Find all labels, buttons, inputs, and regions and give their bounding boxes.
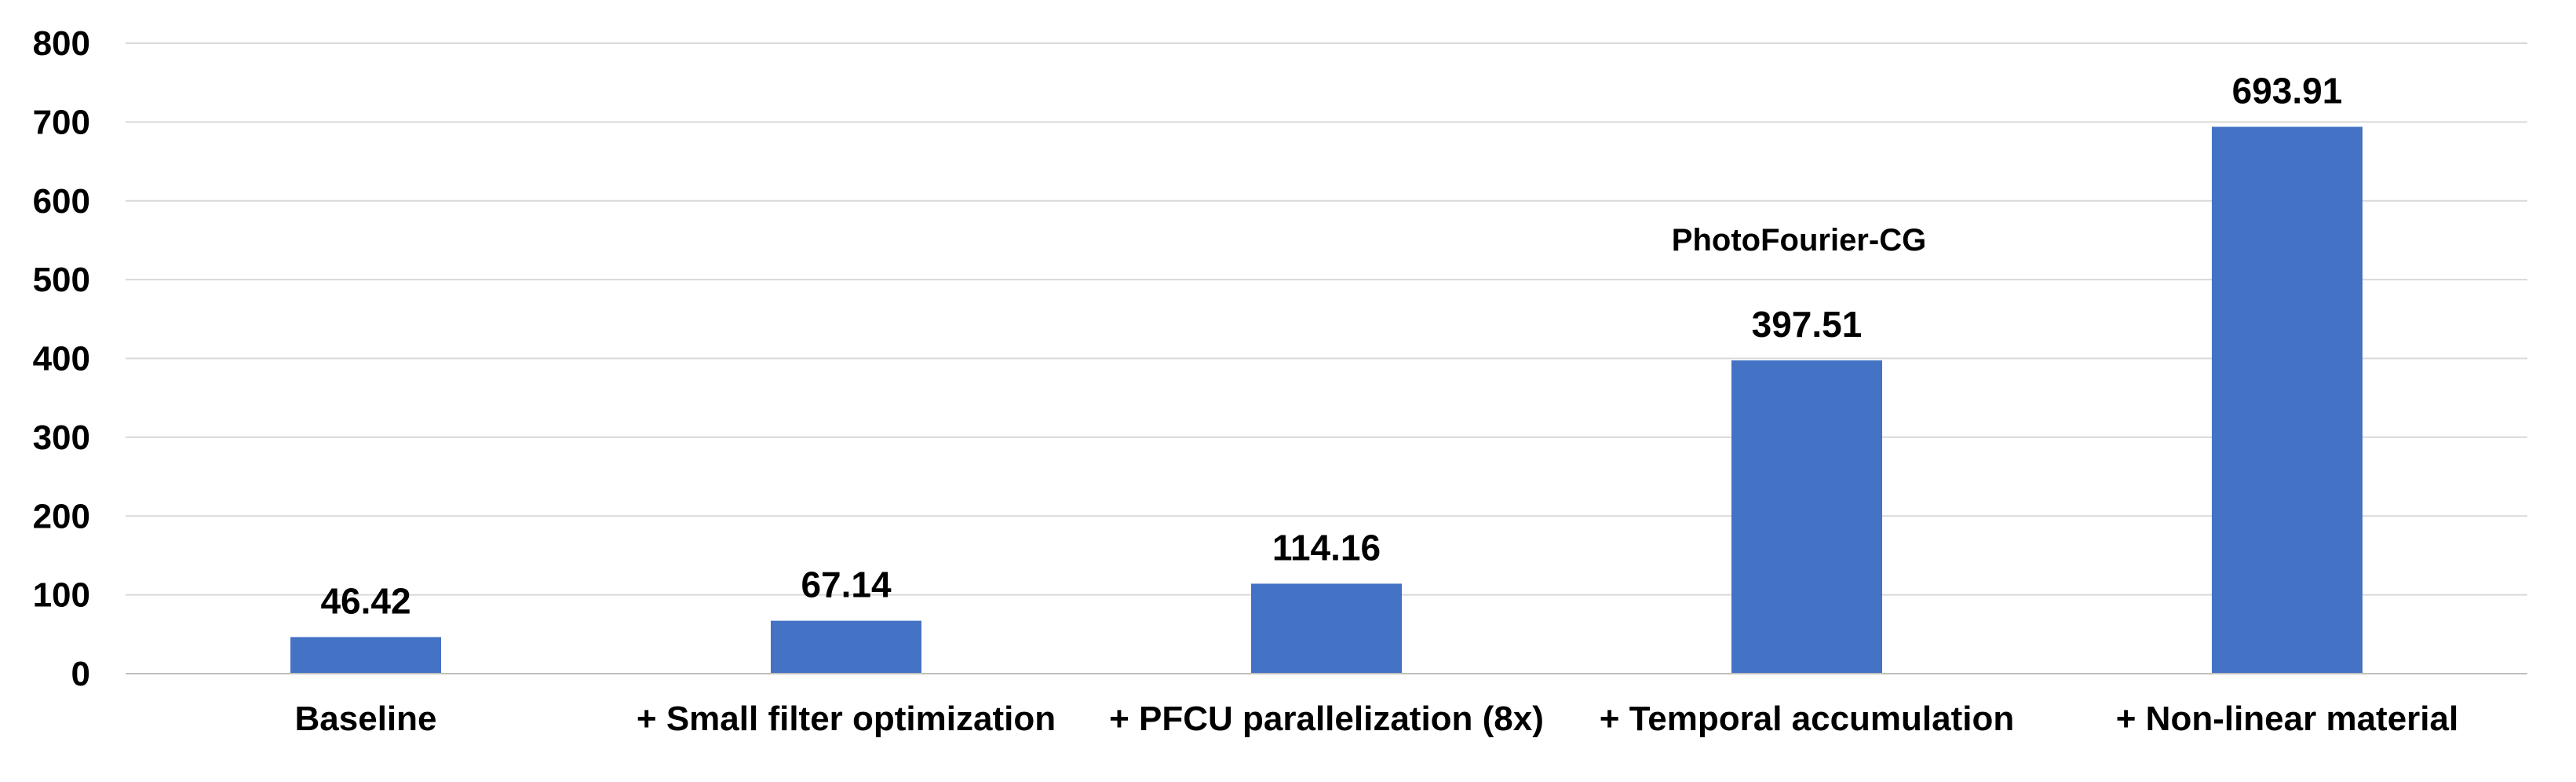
y-axis-ticks: 0 100 200 300 400 500 600 700 800 xyxy=(33,24,90,693)
y-tick-label: 0 xyxy=(71,655,90,693)
bar-1 xyxy=(771,620,921,674)
y-tick-label: 600 xyxy=(33,182,90,221)
y-tick-label: 500 xyxy=(33,261,90,299)
y-tick-label: 100 xyxy=(33,576,90,615)
bar-4 xyxy=(2212,126,2363,674)
y-tick-label: 200 xyxy=(33,497,90,535)
annotations: PhotoFourier-CG xyxy=(1672,223,1926,258)
bar-2 xyxy=(1251,583,1402,674)
annotation-label: PhotoFourier-CG xyxy=(1672,223,1926,258)
bar-3 xyxy=(1731,360,1882,674)
data-label: 693.91 xyxy=(2232,70,2343,111)
bar-0 xyxy=(290,637,441,674)
bars xyxy=(290,126,2363,674)
data-label: 114.16 xyxy=(1272,527,1381,568)
y-tick-label: 300 xyxy=(33,418,90,457)
data-label: 46.42 xyxy=(320,580,410,621)
category-label: + Non-linear material xyxy=(2116,700,2458,738)
x-axis-categories: Baseline + Small filter optimization + PFC… xyxy=(295,700,2459,738)
y-tick-label: 800 xyxy=(33,24,90,63)
gridlines xyxy=(126,42,2527,596)
data-label: 67.14 xyxy=(801,565,892,605)
category-label: + Temporal accumulation xyxy=(1600,700,2015,738)
category-label: + Small filter optimization xyxy=(637,700,1056,738)
data-labels: 46.42 67.14 114.16 397.51 693.91 xyxy=(320,70,2342,621)
data-label: 397.51 xyxy=(1752,304,1863,345)
y-tick-label: 400 xyxy=(33,340,90,378)
y-tick-label: 700 xyxy=(33,103,90,141)
category-label: Baseline xyxy=(295,700,437,738)
category-label: + PFCU parallelization (8x) xyxy=(1109,700,1544,738)
